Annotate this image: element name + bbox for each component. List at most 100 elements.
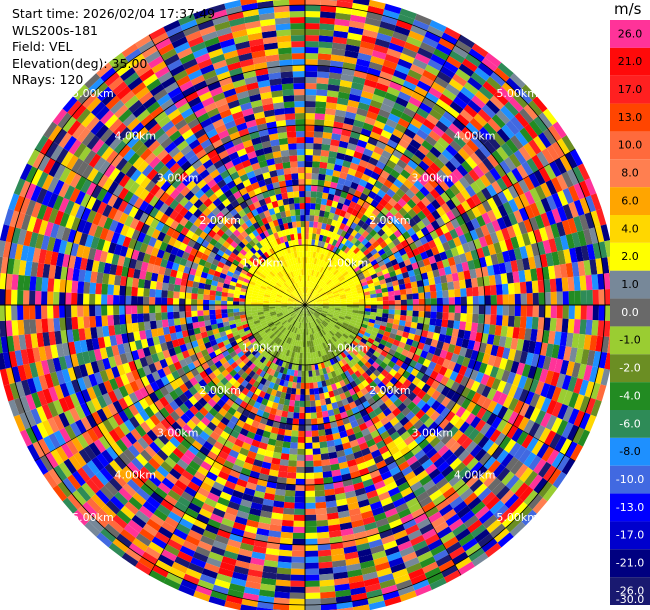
velocity-cell bbox=[107, 284, 115, 295]
velocity-cell bbox=[406, 425, 418, 436]
velocity-cell bbox=[294, 339, 298, 347]
velocity-cell bbox=[342, 322, 349, 327]
velocity-cell bbox=[212, 275, 220, 282]
velocity-cell bbox=[362, 29, 378, 39]
velocity-cell bbox=[299, 310, 303, 316]
velocity-cell bbox=[584, 414, 597, 432]
velocity-cell bbox=[389, 206, 399, 216]
velocity-cell bbox=[113, 456, 127, 470]
velocity-cell bbox=[252, 358, 260, 366]
velocity-cell bbox=[337, 353, 344, 361]
velocity-cell bbox=[162, 349, 171, 359]
velocity-cell bbox=[356, 107, 369, 117]
velocity-cell bbox=[329, 345, 335, 352]
velocity-cell bbox=[90, 326, 98, 339]
velocity-cell bbox=[580, 349, 590, 365]
velocity-cell bbox=[470, 461, 484, 475]
velocity-cell bbox=[253, 332, 260, 338]
velocity-cell bbox=[489, 500, 505, 515]
velocity-cell bbox=[474, 67, 491, 82]
velocity-cell bbox=[111, 253, 120, 266]
velocity-cell bbox=[334, 280, 341, 286]
velocity-cell bbox=[315, 233, 320, 241]
velocity-cell bbox=[453, 254, 462, 265]
velocity-cell bbox=[567, 217, 578, 234]
velocity-cell bbox=[509, 73, 526, 89]
velocity-cell bbox=[268, 530, 282, 538]
velocity-cell bbox=[364, 361, 372, 369]
velocity-cell bbox=[368, 237, 377, 245]
velocity-cell bbox=[351, 291, 358, 296]
velocity-cell bbox=[29, 232, 39, 248]
velocity-cell bbox=[124, 383, 134, 395]
velocity-cell bbox=[559, 263, 568, 279]
velocity-cell bbox=[328, 451, 338, 460]
velocity-cell bbox=[403, 41, 420, 53]
velocity-cell bbox=[227, 357, 236, 366]
velocity-cell bbox=[311, 436, 320, 443]
velocity-cell bbox=[59, 382, 70, 398]
velocity-cell bbox=[169, 400, 180, 411]
velocity-cell bbox=[12, 259, 21, 275]
velocity-cell bbox=[506, 371, 517, 385]
velocity-cell bbox=[164, 456, 177, 469]
velocity-cell bbox=[401, 466, 413, 477]
velocity-cell bbox=[282, 321, 289, 327]
velocity-cell bbox=[326, 271, 332, 278]
velocity-cell bbox=[119, 353, 129, 365]
velocity-cell bbox=[327, 331, 334, 338]
velocity-cell bbox=[222, 283, 230, 289]
velocity-cell bbox=[338, 276, 346, 283]
velocity-cell bbox=[320, 362, 326, 369]
velocity-cell bbox=[148, 345, 157, 356]
velocity-cell bbox=[540, 182, 552, 198]
velocity-cell bbox=[486, 519, 502, 534]
velocity-cell bbox=[125, 276, 134, 287]
velocity-cell bbox=[31, 392, 42, 409]
velocity-cell bbox=[500, 142, 514, 157]
velocity-cell bbox=[78, 448, 92, 464]
velocity-cell bbox=[298, 316, 302, 323]
velocity-cell bbox=[257, 302, 264, 305]
velocity-cell bbox=[429, 162, 441, 174]
velocity-cell bbox=[358, 422, 368, 432]
velocity-cell bbox=[314, 284, 320, 291]
velocity-cell bbox=[454, 296, 461, 305]
velocity-cell bbox=[305, 257, 308, 264]
velocity-cell bbox=[401, 193, 412, 204]
velocity-cell bbox=[495, 315, 503, 326]
velocity-cell bbox=[400, 430, 411, 441]
velocity-cell bbox=[305, 418, 312, 425]
velocity-cell bbox=[394, 268, 403, 276]
velocity-cell bbox=[264, 379, 271, 388]
velocity-cell bbox=[316, 302, 323, 304]
velocity-cell bbox=[247, 321, 255, 327]
velocity-cell bbox=[305, 107, 316, 114]
velocity-cell bbox=[271, 342, 277, 349]
velocity-cell bbox=[337, 91, 350, 100]
velocity-cell bbox=[395, 412, 406, 422]
velocity-cell bbox=[108, 429, 121, 443]
velocity-cell bbox=[321, 410, 329, 418]
velocity-cell bbox=[149, 280, 157, 290]
velocity-cell bbox=[335, 263, 342, 270]
velocity-cell bbox=[258, 338, 265, 346]
velocity-cell bbox=[305, 65, 318, 72]
velocity-cell bbox=[41, 291, 48, 305]
velocity-cell bbox=[531, 154, 545, 170]
velocity-cell bbox=[221, 309, 228, 314]
velocity-cell bbox=[334, 306, 341, 309]
velocity-cell bbox=[154, 410, 166, 423]
velocity-cell bbox=[0, 240, 6, 258]
velocity-cell bbox=[337, 455, 347, 464]
velocity-cell bbox=[395, 19, 413, 31]
velocity-cell bbox=[437, 71, 453, 84]
velocity-cell bbox=[236, 376, 245, 385]
velocity-cell bbox=[180, 579, 198, 591]
velocity-cell bbox=[508, 397, 519, 412]
velocity-cell bbox=[336, 0, 354, 3]
velocity-cell bbox=[95, 315, 103, 327]
velocity-cell bbox=[149, 403, 160, 415]
velocity-cell bbox=[471, 193, 482, 206]
velocity-cell bbox=[160, 445, 173, 457]
